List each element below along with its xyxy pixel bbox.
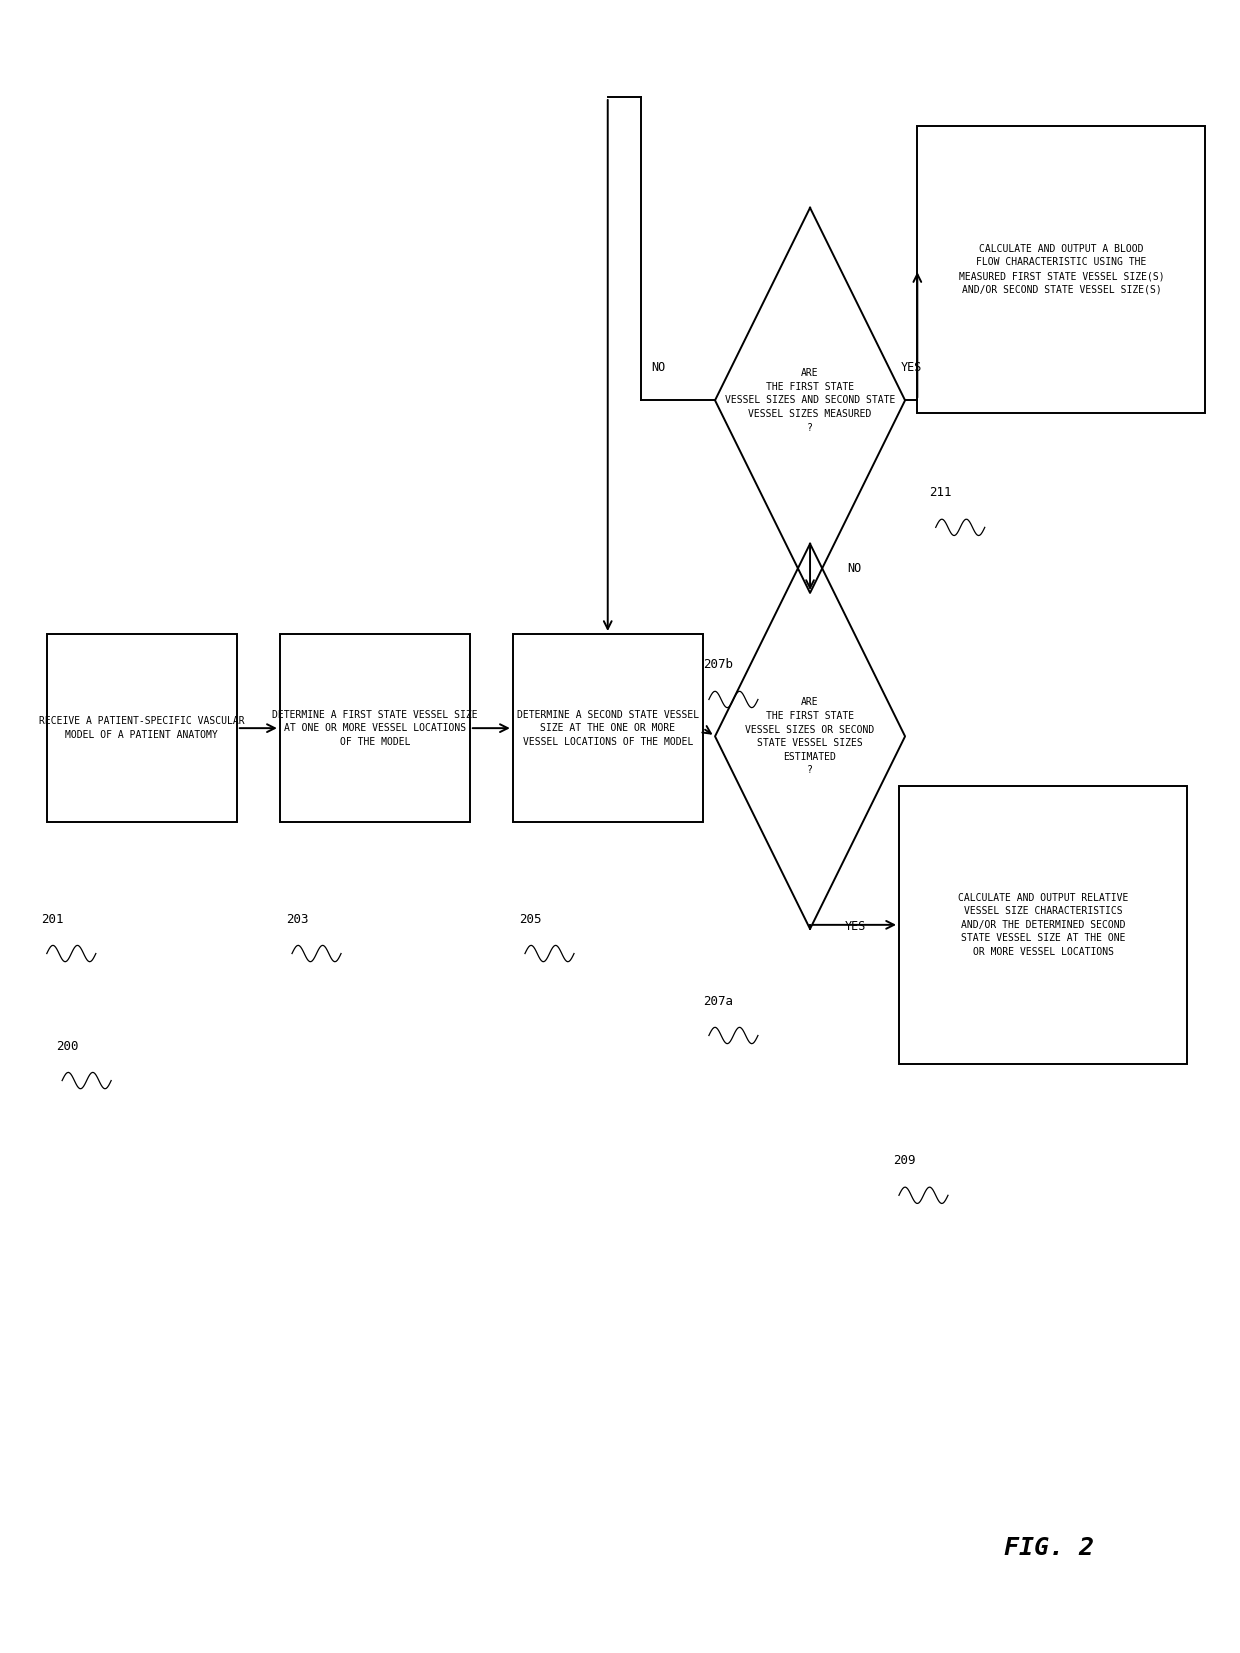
Text: DETERMINE A FIRST STATE VESSEL SIZE
AT ONE OR MORE VESSEL LOCATIONS
OF THE MODEL: DETERMINE A FIRST STATE VESSEL SIZE AT O… bbox=[272, 709, 477, 747]
FancyBboxPatch shape bbox=[280, 633, 470, 823]
FancyBboxPatch shape bbox=[899, 785, 1187, 1065]
Text: NO: NO bbox=[847, 562, 861, 575]
Text: FIG. 2: FIG. 2 bbox=[1004, 1536, 1094, 1560]
FancyBboxPatch shape bbox=[47, 633, 237, 823]
Text: YES: YES bbox=[844, 921, 866, 934]
Text: 209: 209 bbox=[893, 1154, 915, 1167]
Text: 207b: 207b bbox=[703, 658, 733, 671]
Text: ARE
THE FIRST STATE
VESSEL SIZES AND SECOND STATE
VESSEL SIZES MEASURED
?: ARE THE FIRST STATE VESSEL SIZES AND SEC… bbox=[725, 369, 895, 433]
Text: 205: 205 bbox=[518, 912, 542, 926]
Text: DETERMINE A SECOND STATE VESSEL
SIZE AT THE ONE OR MORE
VESSEL LOCATIONS OF THE : DETERMINE A SECOND STATE VESSEL SIZE AT … bbox=[517, 709, 699, 747]
Text: ARE
THE FIRST STATE
VESSEL SIZES OR SECOND
STATE VESSEL SIZES
ESTIMATED
?: ARE THE FIRST STATE VESSEL SIZES OR SECO… bbox=[745, 698, 874, 775]
Text: 207a: 207a bbox=[703, 995, 733, 1008]
Text: CALCULATE AND OUTPUT RELATIVE
VESSEL SIZE CHARACTERISTICS
AND/OR THE DETERMINED : CALCULATE AND OUTPUT RELATIVE VESSEL SIZ… bbox=[957, 893, 1128, 957]
Text: RECEIVE A PATIENT-SPECIFIC VASCULAR
MODEL OF A PATIENT ANATOMY: RECEIVE A PATIENT-SPECIFIC VASCULAR MODE… bbox=[38, 716, 244, 741]
Text: 203: 203 bbox=[286, 912, 309, 926]
FancyBboxPatch shape bbox=[512, 633, 703, 823]
Text: YES: YES bbox=[900, 360, 921, 374]
FancyBboxPatch shape bbox=[918, 126, 1205, 413]
Text: 211: 211 bbox=[930, 486, 952, 499]
Text: 200: 200 bbox=[56, 1040, 78, 1053]
Text: NO: NO bbox=[652, 360, 666, 374]
Text: 201: 201 bbox=[41, 912, 63, 926]
Text: CALCULATE AND OUTPUT A BLOOD
FLOW CHARACTERISTIC USING THE
MEASURED FIRST STATE : CALCULATE AND OUTPUT A BLOOD FLOW CHARAC… bbox=[959, 243, 1164, 294]
